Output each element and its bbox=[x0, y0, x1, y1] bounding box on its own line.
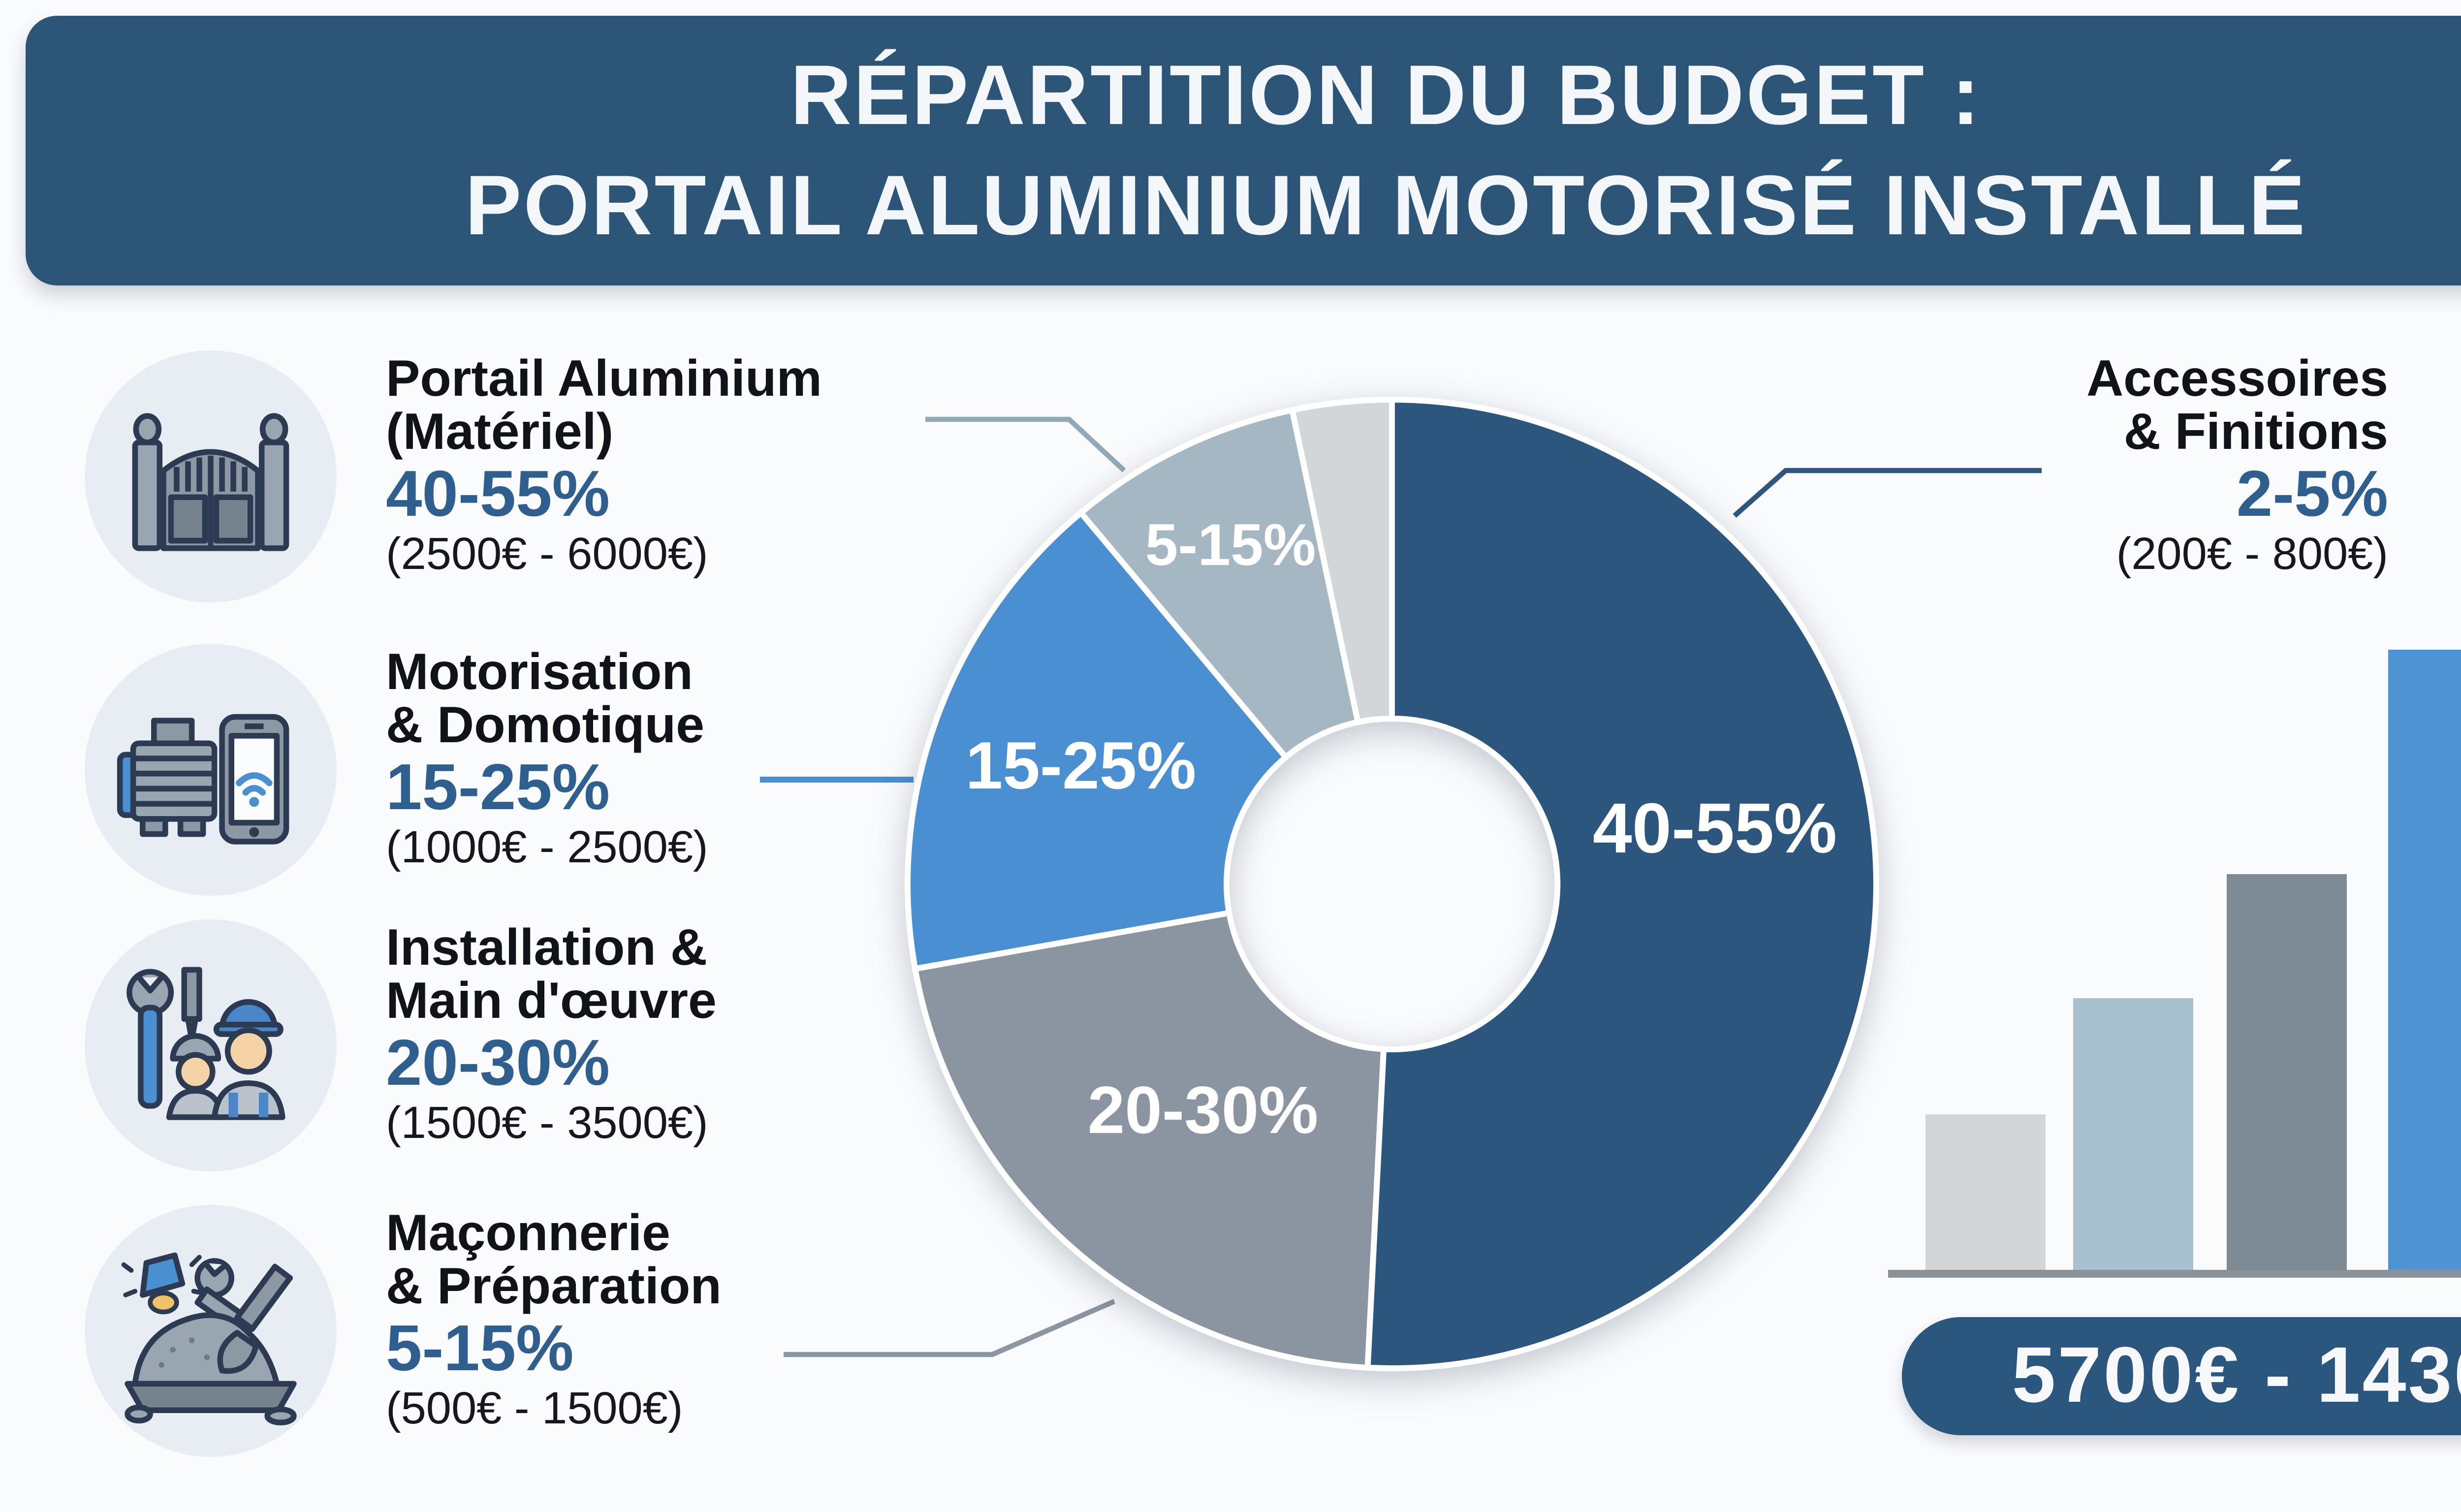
category-percent: 2-5% bbox=[2236, 457, 2388, 530]
bar-1 bbox=[1925, 1114, 2046, 1270]
category-name: Main d'œuvre bbox=[386, 971, 717, 1030]
category-name: (Matériel) bbox=[386, 402, 614, 461]
pie-slice-20-30% bbox=[912, 910, 1387, 1371]
bar-3 bbox=[2227, 873, 2347, 1270]
category-name: Portail Aluminium bbox=[386, 348, 822, 408]
category-name: & Domotique bbox=[386, 695, 705, 754]
pie-slice-5-15% bbox=[1078, 407, 1361, 760]
category-name: & Préparation bbox=[386, 1256, 722, 1315]
category-price-range: (1500€ - 3500€) bbox=[386, 1097, 708, 1148]
category-price-range: (500€ - 1500€) bbox=[386, 1382, 683, 1433]
category-percent: 40-55% bbox=[386, 457, 610, 530]
bar-chart-baseline bbox=[1888, 1270, 2461, 1278]
category-name: Maçonnerie bbox=[386, 1203, 670, 1262]
pie-slice-15-25% bbox=[905, 509, 1289, 972]
header-banner: RÉPARTITION DU BUDGET : PORTAIL ALUMINIU… bbox=[26, 16, 2461, 285]
category-name: Installation & bbox=[386, 917, 707, 976]
total-budget-pill: 5700€ - 14300€ bbox=[1902, 1317, 2461, 1435]
bar-4 bbox=[2388, 649, 2461, 1270]
gate-icon bbox=[85, 350, 337, 602]
motor-smartphone-icon bbox=[85, 644, 337, 896]
page-title-line-1: RÉPARTITION DU BUDGET : bbox=[790, 48, 1982, 143]
donut-chart bbox=[900, 392, 1884, 1376]
pie-slice-40-55% bbox=[1364, 397, 1879, 1371]
workers-icon bbox=[85, 919, 337, 1171]
category-name: Motorisation bbox=[386, 642, 693, 701]
pie-label-5-15: 5-15% bbox=[1145, 514, 1316, 579]
page-title-line-2: PORTAIL ALUMINIUM MOTORISÉ INSTALLÉ bbox=[465, 158, 2307, 253]
total-budget-label: 5700€ - 14300€ bbox=[2012, 1332, 2461, 1418]
category-accessoires: Accessoires & Finitions 2-5% (200€ - 800… bbox=[1738, 348, 2388, 581]
pie-label-15-25: 15-25% bbox=[965, 729, 1197, 804]
pie-label-40-55: 40-55% bbox=[1592, 788, 1837, 868]
category-name: & Finitions bbox=[2123, 402, 2388, 461]
pie-slice-2-5% bbox=[1289, 397, 1395, 725]
pie-label-20-30: 20-30% bbox=[1087, 1074, 1319, 1149]
category-price-range: (2500€ - 6000€) bbox=[386, 528, 708, 579]
category-percent: 5-15% bbox=[386, 1311, 574, 1384]
category-name: Accessoires bbox=[2086, 348, 2388, 408]
category-percent: 20-30% bbox=[386, 1026, 610, 1099]
category-price-range: (200€ - 800€) bbox=[2116, 528, 2388, 579]
category-price-range: (1000€ - 2500€) bbox=[386, 821, 708, 872]
bar-2 bbox=[2073, 998, 2193, 1270]
category-percent: 15-25% bbox=[386, 750, 610, 823]
masonry-icon bbox=[85, 1205, 337, 1457]
